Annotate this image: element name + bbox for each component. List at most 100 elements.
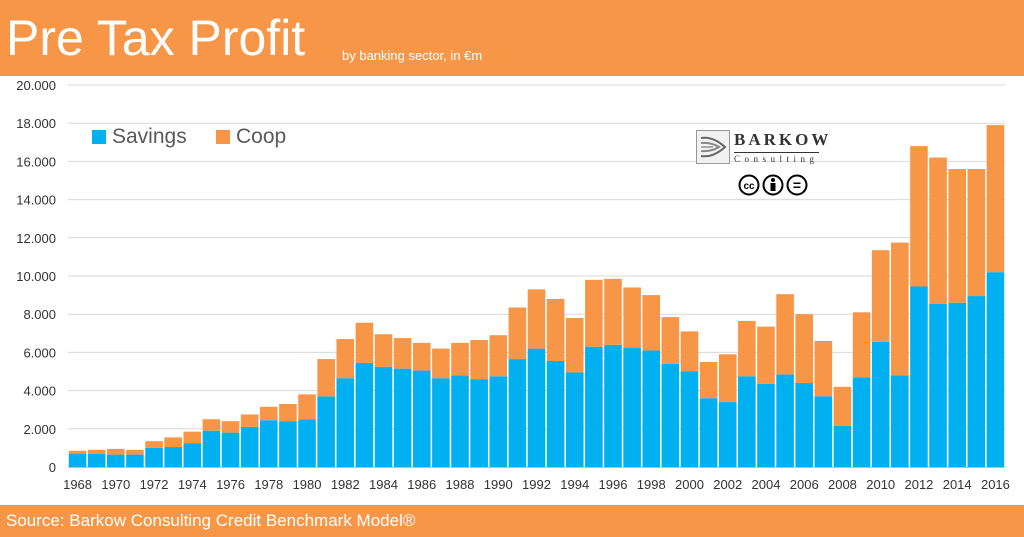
- bar-coop-2003: [738, 320, 756, 377]
- bar-savings-1993: [546, 360, 565, 467]
- bar-savings-1973: [164, 446, 182, 467]
- bar-savings-2014: [948, 302, 966, 467]
- bar-savings-2011: [891, 375, 909, 467]
- bar-savings-2015: [967, 296, 986, 467]
- bar-coop-1996: [604, 278, 622, 345]
- barkow-logo-icon: [696, 130, 730, 164]
- bar-savings-2004: [757, 383, 775, 467]
- chart-area: 0 2.000 4.000 6.000 8.000 10.000 12.000 14.000 1…: [16, 78, 1010, 492]
- bar-savings-1992: [527, 348, 546, 467]
- x-tick-label: 2006: [790, 477, 819, 492]
- x-tick-label: 2002: [713, 477, 742, 492]
- bar-coop-2008: [833, 386, 852, 426]
- x-tick-label: 1998: [637, 477, 666, 492]
- nd-icon-label: =: [793, 177, 801, 193]
- bar-coop-2005: [776, 294, 794, 375]
- y-tick-label: 2.000: [23, 422, 56, 437]
- bar-coop-1977: [240, 414, 259, 427]
- x-tick-label: 1976: [216, 477, 245, 492]
- bar-savings-1989: [470, 379, 488, 467]
- x-tick-label: 2012: [904, 477, 933, 492]
- x-tick-label: 1968: [63, 477, 92, 492]
- x-tick-label: 2014: [943, 477, 972, 492]
- bar-savings-1983: [355, 362, 374, 467]
- bar-coop-1980: [298, 394, 316, 420]
- bar-coop-1978: [259, 406, 278, 421]
- bar-savings-1974: [183, 443, 202, 467]
- x-tick-label: 1990: [484, 477, 513, 492]
- bar-coop-2013: [929, 157, 947, 304]
- bar-savings-2000: [680, 371, 699, 467]
- footer-bar: Source: Barkow Consulting Credit Benchma…: [0, 505, 1024, 537]
- y-tick-label: 12.000: [16, 231, 56, 246]
- bar-savings-1971: [126, 454, 144, 467]
- bar-savings-1980: [298, 419, 316, 467]
- logo-name: BARKOW: [734, 130, 832, 149]
- bar-savings-1970: [107, 454, 125, 467]
- y-tick-label: 0: [49, 460, 56, 475]
- bar-savings-1988: [451, 375, 469, 467]
- bar-savings-1994: [565, 372, 584, 467]
- bar-coop-1989: [470, 339, 488, 380]
- bar-coop-1969: [87, 449, 106, 454]
- cc-icon: cc: [738, 174, 760, 196]
- bar-savings-1991: [508, 359, 527, 467]
- bar-coop-1983: [355, 322, 374, 363]
- bar-savings-1977: [240, 426, 259, 467]
- bar-savings-2002: [718, 402, 737, 467]
- bar-coop-1968: [68, 450, 87, 454]
- bar-savings-2012: [910, 286, 928, 467]
- cc-icon-label: cc: [743, 181, 755, 192]
- bar-coop-1999: [661, 317, 680, 364]
- bar-coop-1998: [642, 295, 661, 351]
- bar-coop-1992: [527, 289, 546, 349]
- bar-savings-1975: [202, 430, 221, 467]
- license-icons: cc =: [738, 174, 808, 196]
- bar-coop-2011: [891, 242, 909, 376]
- bar-savings-1985: [393, 368, 412, 467]
- bar-savings-1976: [221, 432, 240, 467]
- x-tick-label: 2008: [828, 477, 857, 492]
- bar-coop-1994: [565, 318, 584, 373]
- bar-savings-2016: [986, 272, 1005, 467]
- by-icon: [762, 174, 784, 196]
- bar-coop-1997: [623, 287, 641, 348]
- x-tick-label: 1970: [101, 477, 130, 492]
- bar-coop-1976: [221, 421, 240, 433]
- bar-coop-2006: [795, 314, 814, 383]
- bar-coop-1984: [374, 334, 393, 367]
- bar-coop-2012: [910, 146, 928, 287]
- y-tick-label: 14.000: [16, 193, 56, 208]
- y-tick-label: 4.000: [23, 384, 56, 399]
- bar-savings-1978: [259, 420, 278, 467]
- bar-coop-1990: [489, 335, 508, 377]
- x-tick-label: 1992: [522, 477, 551, 492]
- header-bar: Pre Tax Profit by banking sector, in €m: [0, 0, 1024, 76]
- bar-coop-1995: [585, 279, 603, 347]
- bar-savings-1987: [432, 378, 450, 467]
- y-tick-label: 16.000: [16, 154, 56, 169]
- legend-swatch-savings: [92, 130, 106, 144]
- bar-savings-1995: [585, 346, 603, 467]
- x-tick-label: 1972: [140, 477, 169, 492]
- barkow-logo: BARKOW Consulting cc =: [694, 128, 844, 198]
- logo-subtitle: Consulting: [734, 152, 819, 164]
- bar-coop-1973: [164, 437, 182, 447]
- bar-savings-1997: [623, 347, 641, 467]
- bar-coop-1970: [107, 448, 125, 455]
- legend-label-coop: Coop: [236, 125, 286, 148]
- y-tick-label: 10.000: [16, 269, 56, 284]
- bar-coop-2004: [757, 326, 775, 384]
- bar-coop-2014: [948, 169, 966, 303]
- bar-savings-1969: [87, 453, 106, 467]
- legend-label-savings: Savings: [112, 125, 187, 148]
- x-tick-label: 1988: [446, 477, 475, 492]
- x-tick-label: 1984: [369, 477, 398, 492]
- source-note: Source: Barkow Consulting Credit Benchma…: [6, 511, 416, 530]
- bar-coop-2015: [967, 169, 986, 297]
- bar-coop-2001: [699, 361, 718, 399]
- bar-coop-1986: [412, 342, 431, 371]
- nd-icon: =: [786, 174, 808, 196]
- bar-coop-1975: [202, 419, 221, 431]
- bar-savings-1999: [661, 363, 680, 467]
